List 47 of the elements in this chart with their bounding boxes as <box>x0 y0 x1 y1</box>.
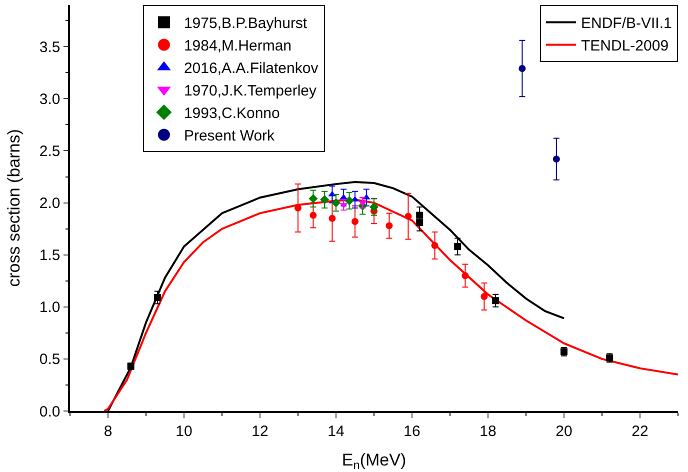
point <box>294 204 302 212</box>
point <box>344 196 354 206</box>
point <box>462 272 469 280</box>
x-tick-label: 8 <box>104 422 112 440</box>
point <box>454 243 462 250</box>
legend-label: TENDL-2009 <box>581 38 669 55</box>
legend-label: 1993,C.Konno <box>184 105 280 122</box>
point <box>518 65 526 72</box>
x-axis-title: E$_{n}$(MeV) <box>342 450 406 472</box>
point <box>492 297 500 304</box>
y-tick-label: 0.5 <box>39 351 60 368</box>
y-tick-label: 2.0 <box>39 195 60 212</box>
point <box>310 212 317 219</box>
point <box>431 242 438 249</box>
x-tick-label: 16 <box>404 422 420 440</box>
legend-label: 1970,J.K.Temperley <box>184 82 318 100</box>
point <box>369 202 379 212</box>
point <box>416 212 424 219</box>
x-tick-label: 22 <box>632 422 648 440</box>
x-tick-label: 20 <box>556 422 572 440</box>
x-tick-label: 10 <box>176 422 192 440</box>
point <box>328 214 336 222</box>
y-tick-label: 3.5 <box>39 38 60 56</box>
legend-label: 1975,B.P.Bayhurst <box>184 15 308 32</box>
point <box>416 219 424 226</box>
legend-label: ENDF/B-VII.1 <box>581 15 672 32</box>
point <box>308 194 318 204</box>
point <box>552 156 560 163</box>
point <box>386 222 393 230</box>
point <box>154 294 161 302</box>
x-tick-label: 14 <box>328 422 344 440</box>
y-tick-label: 1.0 <box>39 299 60 316</box>
y-tick-label: 3.0 <box>39 90 60 108</box>
point <box>352 218 358 226</box>
y-tick-label: 1.5 <box>39 247 60 264</box>
legend-label: 2016,A.A.Filatenkov <box>184 60 319 78</box>
y-tick-label: 0.0 <box>39 403 60 420</box>
x-tick-label: 18 <box>480 422 496 440</box>
legend-label: Present Work <box>184 128 276 145</box>
x-tick-label: 12 <box>252 422 268 440</box>
point <box>480 292 488 300</box>
y-axis-title: cross section (barns) <box>4 129 24 287</box>
legend-label: 1984,M.Herman <box>184 38 292 55</box>
point <box>320 195 330 204</box>
y-tick-label: 2.5 <box>39 142 60 160</box>
point <box>331 198 341 208</box>
point <box>404 212 412 220</box>
